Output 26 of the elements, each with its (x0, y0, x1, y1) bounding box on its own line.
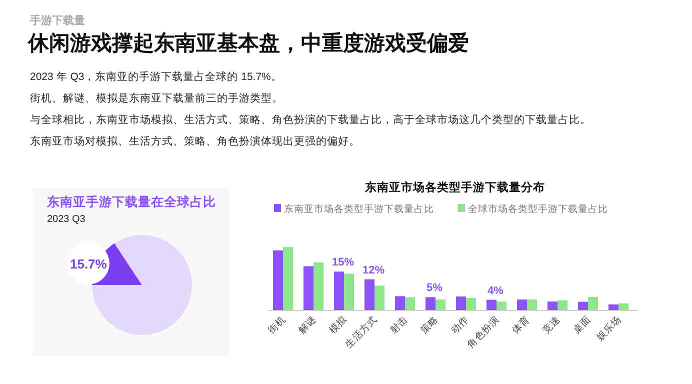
text: 东南亚市场对模拟、生活方式、策略、角色扮演体现出更强的偏好。 (30, 134, 360, 148)
text: 手游下载量 (29, 14, 85, 27)
x-tick-label: 桌面 (570, 314, 594, 336)
text: 与全球相比，东南亚市场模拟、生活方式、策略、角色扮演的下载量占比，高于全球市场这几个类型的下载量占比。 (30, 113, 591, 126)
x-tick-label: 街机 (265, 314, 288, 336)
x-tick-label: 模拟 (326, 312, 350, 336)
data-label: 12% (362, 264, 385, 276)
x-tick-label: 策略 (418, 314, 441, 336)
chart-title: 东南亚市场各类型手游下载量分布 (364, 180, 545, 194)
legend-label: 全球市场各类型手游下载量占比 (468, 203, 608, 215)
data-label: 15.7% (70, 256, 108, 272)
text: 休闲游戏撑起东南亚基本盘，中重度游戏受偏爱 (27, 31, 469, 55)
x-tick-label: 解谜 (296, 314, 319, 336)
x-tick-label: 竞速 (540, 314, 563, 336)
x-tick-label: 体育 (509, 314, 532, 336)
chart-subtitle: 2023 Q3 (47, 214, 86, 225)
text: 街机、解谜、模拟是东南亚下载量前三的手游类型。 (30, 92, 283, 104)
chart-title: 东南亚手游下载量在全球占比 (46, 194, 216, 209)
data-label: 15% (332, 256, 354, 269)
x-tick-label: 动作 (449, 314, 472, 336)
x-tick-label: 娱乐场 (594, 314, 624, 344)
legend-label: 东南亚市场各类型手游下载量占比 (284, 203, 434, 215)
x-tick-label: 射击 (387, 314, 410, 336)
data-label: 5% (426, 282, 443, 294)
data-label: 4% (488, 284, 504, 297)
text: 2023 年 Q3，东南亚的手游下载量占全球的 15.7%。 (30, 70, 282, 83)
